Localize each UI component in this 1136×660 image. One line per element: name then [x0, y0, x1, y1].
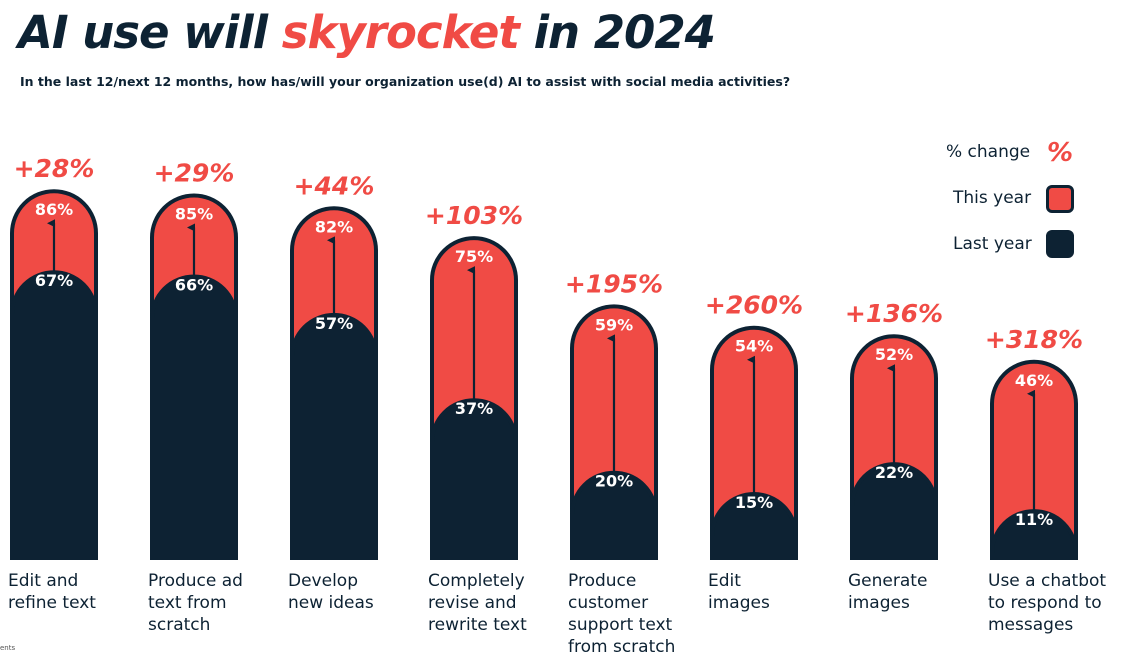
this-year-value-label: 85% — [175, 204, 213, 223]
legend-change-symbol: % — [1047, 138, 1074, 168]
bar-last-year — [710, 492, 798, 560]
footnote: ents — [0, 644, 16, 652]
category-label: Use a chatbot to respond to messages — [988, 571, 1107, 635]
last-year-value-label: 37% — [455, 399, 493, 418]
change-label: +136% — [845, 299, 943, 328]
change-label: +195% — [565, 269, 663, 298]
bar-last-year — [570, 470, 658, 560]
category-label: Completely revise and rewrite text — [428, 571, 527, 635]
title-highlight: skyrocket — [281, 6, 520, 59]
category-label: Produce customer support text from scrat… — [568, 571, 676, 657]
last-year-value-label: 66% — [175, 276, 213, 295]
chart-subtitle: In the last 12/next 12 months, how has/w… — [20, 74, 791, 89]
last-year-value-label: 15% — [735, 493, 773, 512]
bar-last-year — [990, 509, 1078, 560]
this-year-value-label: 75% — [455, 247, 493, 266]
bar-last-year — [430, 398, 518, 560]
bar-last-year — [850, 462, 938, 560]
category-label: Develop new ideas — [288, 571, 374, 613]
this-year-value-label: 82% — [315, 217, 353, 236]
change-label: +29% — [154, 158, 235, 187]
this-year-value-label: 54% — [735, 337, 773, 356]
last-year-value-label: 11% — [1015, 510, 1053, 529]
change-label: +318% — [985, 325, 1083, 354]
legend-last-year-label: Last year — [953, 234, 1032, 254]
this-year-value-label: 46% — [1015, 371, 1053, 390]
category-label: Edit and refine text — [8, 571, 96, 613]
legend-change-label: % change — [946, 142, 1031, 162]
bar-last-year — [290, 312, 378, 560]
title-part-1: AI use will — [18, 6, 282, 59]
category-label: Generate images — [848, 571, 928, 613]
title-part-2: in 2024 — [518, 6, 716, 59]
this-year-value-label: 52% — [875, 345, 913, 364]
last-year-value-label: 20% — [595, 472, 633, 491]
last-year-value-label: 22% — [875, 463, 913, 482]
legend-this-year-label: This year — [953, 188, 1032, 208]
category-label: Produce ad text from scratch — [148, 571, 243, 635]
bar-last-year — [10, 270, 98, 560]
chart-title: AI use will skyrocket in 2024 — [18, 6, 716, 59]
this-year-value-label: 86% — [35, 200, 73, 219]
change-label: +103% — [425, 201, 523, 230]
bar-last-year — [150, 274, 238, 560]
last-year-value-label: 67% — [35, 271, 73, 290]
category-label: Edit images — [708, 571, 770, 613]
change-label: +28% — [14, 154, 95, 183]
change-label: +44% — [294, 171, 375, 200]
legend-last-year-swatch — [1046, 230, 1074, 258]
legend-this-year-swatch — [1046, 185, 1074, 213]
last-year-value-label: 57% — [315, 314, 353, 333]
change-label: +260% — [705, 291, 803, 320]
this-year-value-label: 59% — [595, 315, 633, 334]
